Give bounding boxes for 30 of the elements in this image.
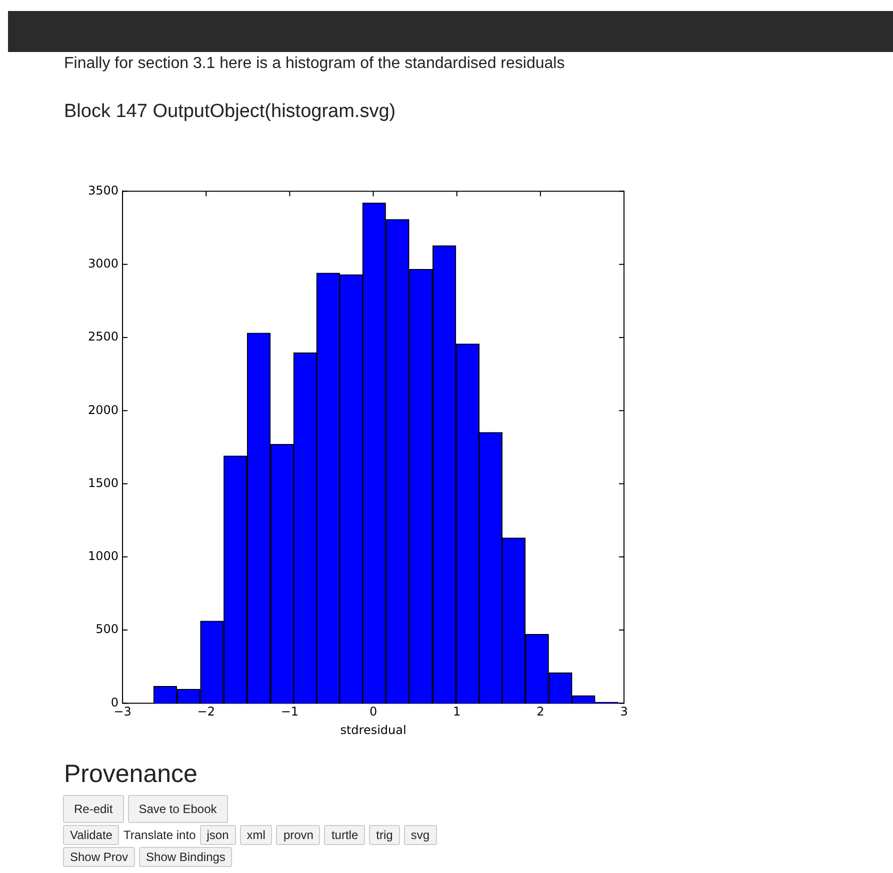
y-tick-label: 2500: [88, 330, 119, 344]
text: Re-edit: [63, 795, 124, 823]
x-tick-label: 0: [369, 704, 378, 719]
x-tick-label: 3: [620, 704, 628, 719]
text: turtle: [324, 825, 366, 845]
text: Translate into: [123, 828, 196, 842]
x-tick-label: 1: [453, 704, 461, 719]
text: provn: [276, 825, 320, 845]
y-tick-label: 1000: [88, 549, 119, 564]
text: json: [200, 825, 236, 845]
text: xml: [240, 825, 272, 845]
y-tick-label: 500: [96, 622, 119, 636]
y-tick-label: 3500: [88, 183, 119, 198]
y-tick-label: 0: [110, 695, 119, 710]
x-tick-label: −2: [197, 704, 215, 719]
y-tick-label: 3000: [88, 256, 119, 270]
text: Show Bindings: [139, 847, 232, 867]
x-axis-title: stdresidual: [340, 722, 406, 737]
text: svg: [404, 825, 437, 845]
y-tick-label: 1500: [88, 476, 119, 490]
chart-subtitle: Block 147 OutputObject(histogram.svg): [64, 101, 396, 123]
y-tick-label: 2000: [88, 402, 119, 417]
text: Provenance: [64, 760, 198, 789]
text: trig: [369, 825, 400, 845]
text: Show Prov: [63, 847, 136, 867]
x-tick-label: −1: [280, 704, 299, 719]
chart-title: Finally for section 3.1 here is a histogram of the standardised residuals: [64, 55, 565, 73]
text: Save to Ebook: [128, 795, 228, 823]
x-tick-label: 2: [536, 704, 544, 719]
text: Validate: [63, 825, 120, 845]
